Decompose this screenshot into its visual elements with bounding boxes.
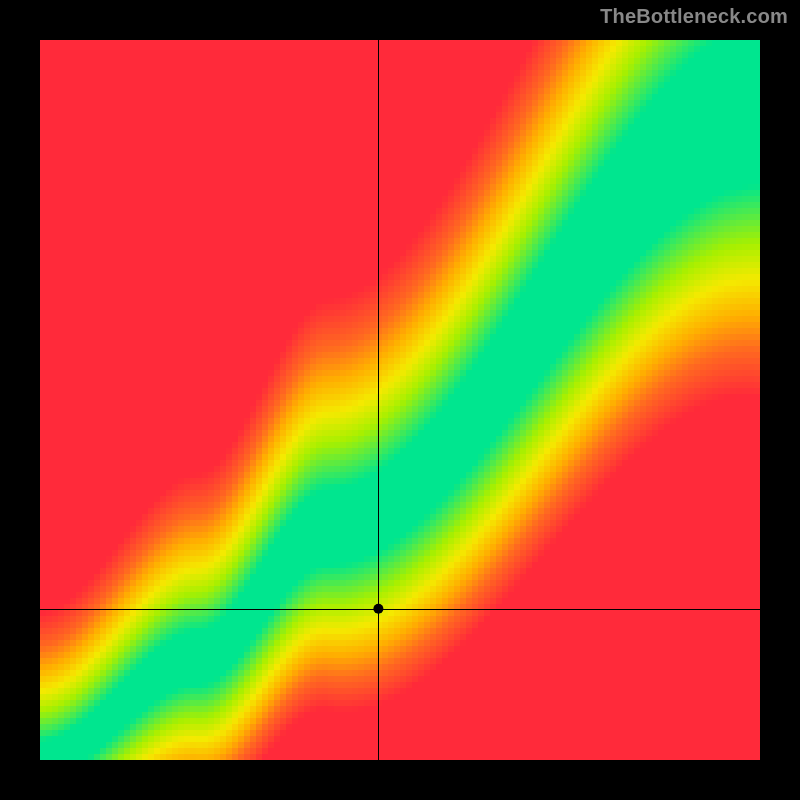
bottleneck-heatmap: [40, 40, 760, 760]
watermark-text: TheBottleneck.com: [600, 6, 788, 29]
overlay-canvas: [40, 40, 760, 760]
